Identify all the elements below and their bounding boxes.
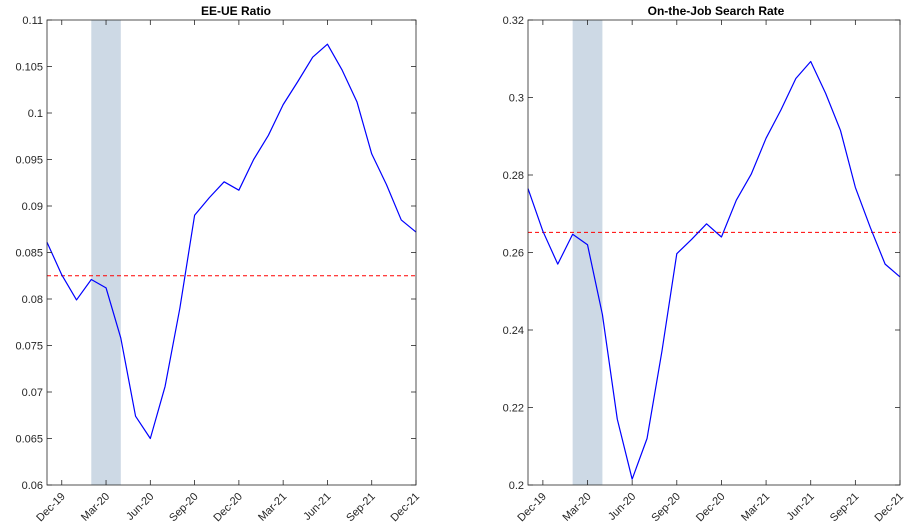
y-tick-label: 0.28: [503, 170, 524, 182]
y-tick-label: 0.3: [509, 93, 524, 105]
chart-title: EE-UE Ratio: [201, 4, 271, 18]
y-tick-label: 0.06: [22, 480, 43, 492]
x-tick-label: Dec-20: [211, 491, 245, 525]
y-tick-label: 0.075: [15, 341, 43, 353]
panel-on-the-job-search-rate: On-the-Job Search Rate 0.2 0.22 0.24 0.26 0.…: [503, 4, 907, 524]
y-tick-label: 0.1: [28, 108, 43, 120]
x-tick-label: Dec-19: [34, 491, 68, 525]
shaded-period: [91, 20, 121, 485]
y-tick-label: 0.105: [15, 62, 43, 74]
x-tick-label: Sep-20: [649, 491, 683, 525]
y-tick-label: 0.07: [22, 387, 43, 399]
x-tick-label: Dec-21: [389, 491, 423, 525]
shaded-period: [572, 20, 603, 485]
x-tick-label: Mar-21: [739, 491, 772, 524]
x-tick-label: Mar-21: [256, 491, 289, 524]
series-line: [527, 60, 901, 480]
y-tick-label: 0.11: [22, 15, 43, 27]
x-tick-label: Jun-21: [301, 491, 333, 523]
chart-title: On-the-Job Search Rate: [648, 4, 785, 18]
series-line: [46, 43, 417, 440]
x-tick-label: Jun-21: [785, 491, 817, 523]
x-tick-label: Sep-20: [167, 491, 201, 525]
y-tick-label: 0.24: [503, 325, 524, 337]
x-tick-label: Jun-20: [124, 491, 156, 523]
x-tick-label: Jun-20: [606, 491, 638, 523]
y-tick-label: 0.095: [15, 155, 43, 167]
y-tick-label: 0.22: [503, 403, 524, 415]
x-tick-label: Mar-20: [561, 491, 594, 524]
x-tick-label: Sep-21: [828, 491, 862, 525]
y-tick-label: 0.32: [503, 15, 524, 27]
y-tick-label: 0.08: [22, 294, 43, 306]
panel-ee-ue-ratio: EE-UE Ratio 0.06 0.065 0.07 0.075 0.08 0.085 0…: [15, 4, 422, 524]
x-tick-label: Dec-19: [515, 491, 549, 525]
x-tick-label: Mar-20: [79, 491, 112, 524]
y-tick-label: 0.26: [503, 248, 524, 260]
x-tick-label: Dec-21: [873, 491, 907, 525]
x-tick-label: Sep-21: [344, 491, 378, 525]
y-tick-label: 0.085: [15, 248, 43, 260]
x-tick-label: Dec-20: [694, 491, 728, 525]
y-tick-label: 0.09: [22, 201, 43, 213]
y-tick-label: 0.2: [509, 480, 524, 492]
y-tick-label: 0.065: [15, 434, 43, 446]
